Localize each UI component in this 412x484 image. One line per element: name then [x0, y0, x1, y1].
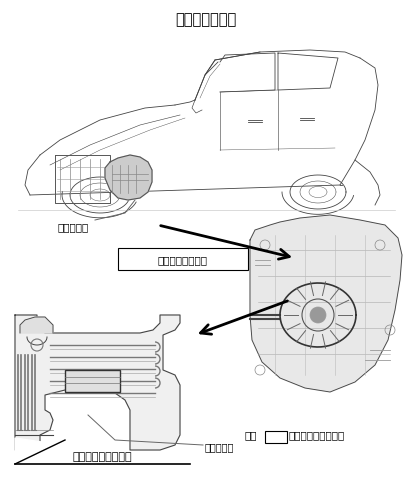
- Text: 無段変速機: 無段変速機: [58, 222, 89, 232]
- Polygon shape: [250, 215, 402, 392]
- Text: は交換部品を示す。: は交換部品を示す。: [289, 430, 345, 440]
- Polygon shape: [105, 155, 152, 200]
- Polygon shape: [15, 315, 180, 450]
- Bar: [265, 431, 287, 443]
- Text: 基準不適合発生箇所: 基準不適合発生箇所: [72, 452, 132, 462]
- Circle shape: [310, 307, 326, 323]
- Text: 油圧クラッチ機構: 油圧クラッチ機構: [158, 255, 208, 265]
- Text: 環状シール: 環状シール: [205, 442, 234, 452]
- Text: 注：: 注：: [245, 430, 258, 440]
- Polygon shape: [15, 438, 190, 464]
- Text: 改善箇所説明図: 改善箇所説明図: [176, 12, 236, 27]
- Bar: [65, 370, 120, 392]
- Polygon shape: [20, 317, 53, 333]
- Bar: [118, 248, 248, 270]
